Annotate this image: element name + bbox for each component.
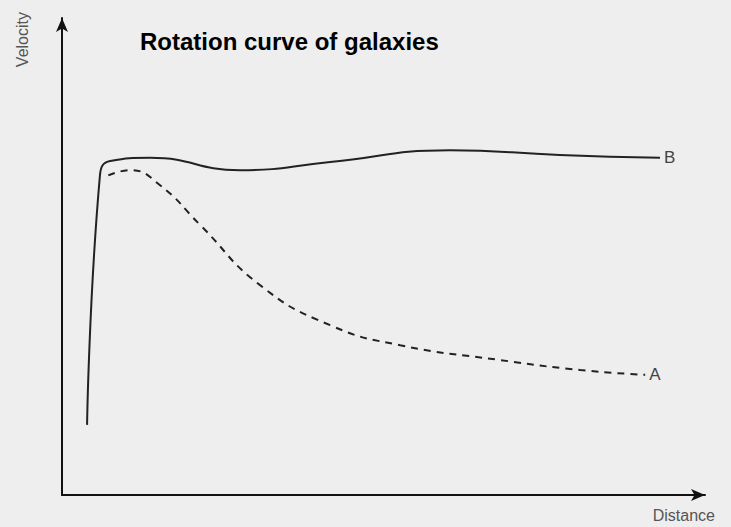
svg-text:Distance: Distance [653, 507, 715, 524]
svg-text:B: B [664, 148, 675, 167]
svg-text:A: A [649, 365, 661, 384]
svg-text:Velocity: Velocity [14, 12, 31, 67]
svg-text:Rotation curve of galaxies: Rotation curve of galaxies [140, 28, 439, 55]
